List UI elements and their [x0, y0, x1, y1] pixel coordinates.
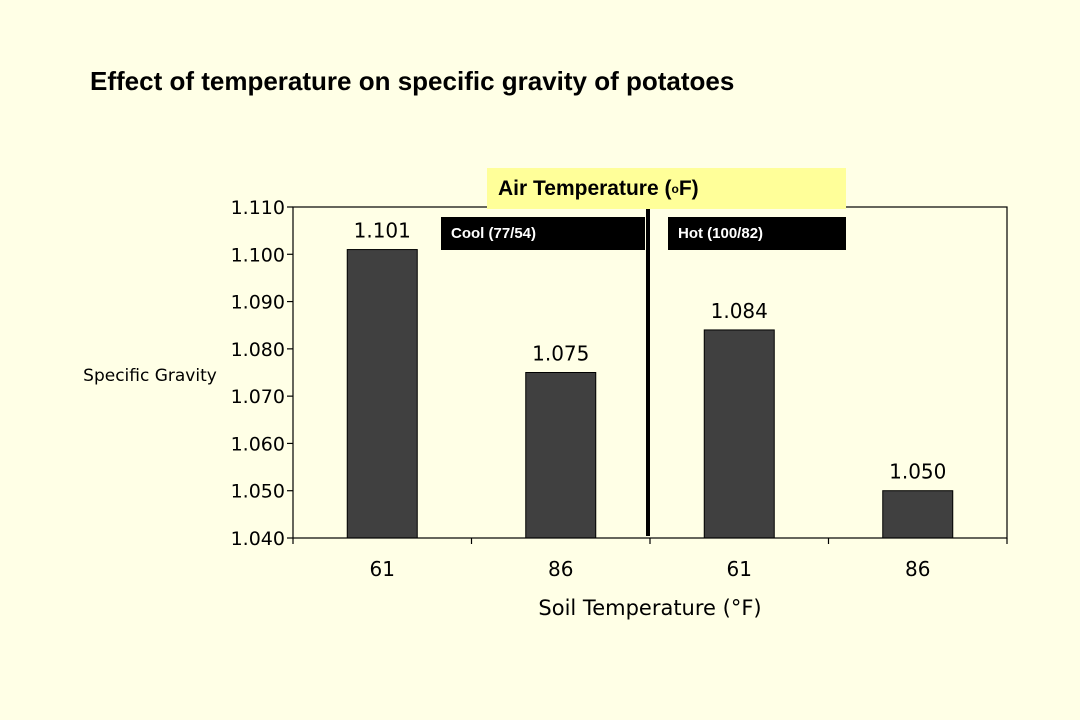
bars-group: 1.101 1.075 1.084 1.050: [346, 219, 954, 539]
x-tick-label: 61: [370, 557, 395, 581]
y-tick-label: 1.090: [231, 292, 285, 314]
bar: [703, 329, 775, 539]
y-tick-label: 1.110: [231, 197, 285, 219]
data-label: 1.101: [354, 219, 411, 243]
data-label: 1.075: [532, 342, 589, 366]
y-tick-label: 1.080: [231, 339, 285, 361]
y-axis-label: Specific Gravity: [83, 366, 217, 386]
bar: [525, 372, 597, 539]
group-label-cool: Cool (77/54): [441, 217, 645, 250]
group-label-hot: Hot (100/82): [668, 217, 846, 250]
degree-sup: o: [671, 181, 679, 196]
bar: [882, 490, 954, 539]
air-temperature-label: Air Temperature (: [498, 176, 672, 200]
air-temperature-unit: F): [678, 176, 699, 200]
data-label: 1.084: [711, 299, 768, 323]
air-temperature-banner: Air Temperature (o F): [487, 168, 846, 209]
x-tick-label: 61: [727, 557, 752, 581]
y-tick-label: 1.100: [231, 244, 285, 266]
y-tick-label: 1.050: [231, 481, 285, 503]
y-axis: 1.040 1.050 1.060 1.070 1.080 1.090 1.100 1.110: [231, 197, 293, 550]
y-tick-label: 1.060: [231, 433, 285, 455]
y-tick-label: 1.070: [231, 386, 285, 408]
x-tick-label: 86: [905, 557, 930, 581]
data-label: 1.050: [889, 460, 946, 484]
x-tick-label: 86: [548, 557, 573, 581]
chart-title: Effect of temperature on specific gravit…: [90, 66, 735, 96]
x-axis: 61 86 61 86: [292, 538, 1008, 581]
y-tick-label: 1.040: [231, 528, 285, 550]
x-axis-label: Soil Temperature (°F): [538, 596, 761, 620]
bar: [346, 249, 418, 539]
